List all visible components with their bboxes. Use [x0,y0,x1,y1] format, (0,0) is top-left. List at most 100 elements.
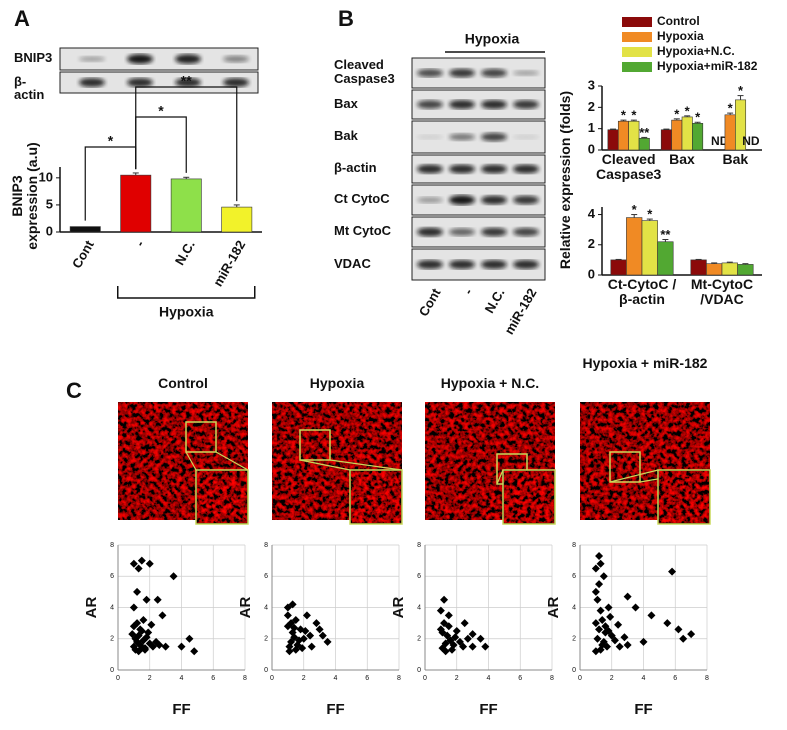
blot-band [513,100,539,109]
group-label: Hypoxia [159,304,214,320]
x-tick-label: 4 [642,675,646,682]
y-tick-label: 0 [572,667,576,674]
point [639,637,648,646]
blot-label-box: VDAC [334,257,371,270]
x-tick-label-box: Bak [722,152,748,166]
blot-band [449,133,475,141]
comparison-bracket [135,116,187,173]
blot-label-box: Bak [334,129,358,143]
panel-title-box: Control [158,376,208,390]
point [596,606,605,615]
bar [692,123,704,151]
panel-label: C [66,378,82,403]
point [190,647,199,656]
panel-label: A [14,6,30,31]
bar [657,241,674,276]
x-tick-label: 2 [148,675,152,682]
blot-label: BNIP3 [14,51,53,65]
lane-label: - [460,286,475,297]
point [285,647,294,656]
point [674,625,683,634]
roi-line [496,469,504,485]
bar [69,226,101,233]
panel-title-box: Hypoxia + N.C. [441,376,539,390]
point [312,619,321,628]
y-tick-label: 4 [572,604,576,611]
x-tick-label: 0 [423,675,427,682]
blot-band [481,68,507,78]
point [452,626,461,635]
point [185,634,194,643]
x-tick-label: miR-182 [210,238,248,289]
y-tick-label: 6 [110,573,114,580]
x-tick-label: 6 [518,675,522,682]
legend-swatch [622,62,652,72]
y-tick-label: 4 [417,604,421,611]
point [290,623,299,632]
x-tick-label: 4 [487,675,491,682]
point [604,603,613,612]
y-axis-label: AR [237,597,254,619]
blot-label-box: Mt CytoC [334,224,391,237]
blot-band [481,259,507,270]
x-tick-label: N.C. [172,238,198,268]
bar [626,217,643,276]
y-tick-label: 8 [264,542,268,549]
y-axis-label: AR [545,597,562,619]
legend-swatch [622,17,652,27]
point [158,611,167,620]
x-tick-label: 2 [455,675,459,682]
significance: * [685,103,691,118]
blot-band [481,164,507,174]
y-axis-label: AR [83,597,100,619]
point [318,631,327,640]
blot-band [481,99,507,110]
y-tick-label: 0 [588,141,595,156]
comparison-label: * [158,103,164,119]
blot-band [449,259,475,270]
point [468,642,477,651]
x-tick-label: Mt-CytoC /VDAC [690,277,754,307]
point [460,619,469,628]
point [315,625,324,634]
bar [660,129,672,151]
blot-band [481,195,507,205]
y-tick-label: 3 [588,77,595,92]
blot-label: Bak [334,129,358,143]
y-tick-label: 8 [417,542,421,549]
point [463,634,472,643]
point [169,572,178,581]
panel-title: Hypoxia [309,376,365,391]
significance: * [631,108,637,123]
x-tick-label: 2 [610,675,614,682]
point [615,642,624,651]
point [294,636,303,645]
point [593,595,602,604]
point [288,600,297,609]
blot-band [417,68,443,78]
x-tick-label: 6 [673,675,677,682]
bar [737,264,754,276]
legend-swatch [622,47,652,57]
point [679,634,688,643]
blot-label: Ct CytoC [334,192,390,206]
point [177,642,186,651]
blot-band [79,77,105,88]
point [302,611,311,620]
value-label: ND [742,134,760,148]
significance: * [632,202,638,217]
inset-signal [504,471,554,523]
point [137,556,146,565]
x-tick-label: 8 [550,675,554,682]
y-tick-label: 0 [588,266,595,281]
x-tick-label: 2 [302,675,306,682]
x-tick-label-box: Ct-CytoC /β-actin [607,277,677,307]
significance: ** [639,125,650,140]
point [687,630,696,639]
blot-band [513,134,539,140]
x-tick-label: Ct-CytoC /β-actin [607,277,677,307]
point [476,634,485,643]
lane-label: N.C. [482,286,508,316]
point [593,634,602,643]
